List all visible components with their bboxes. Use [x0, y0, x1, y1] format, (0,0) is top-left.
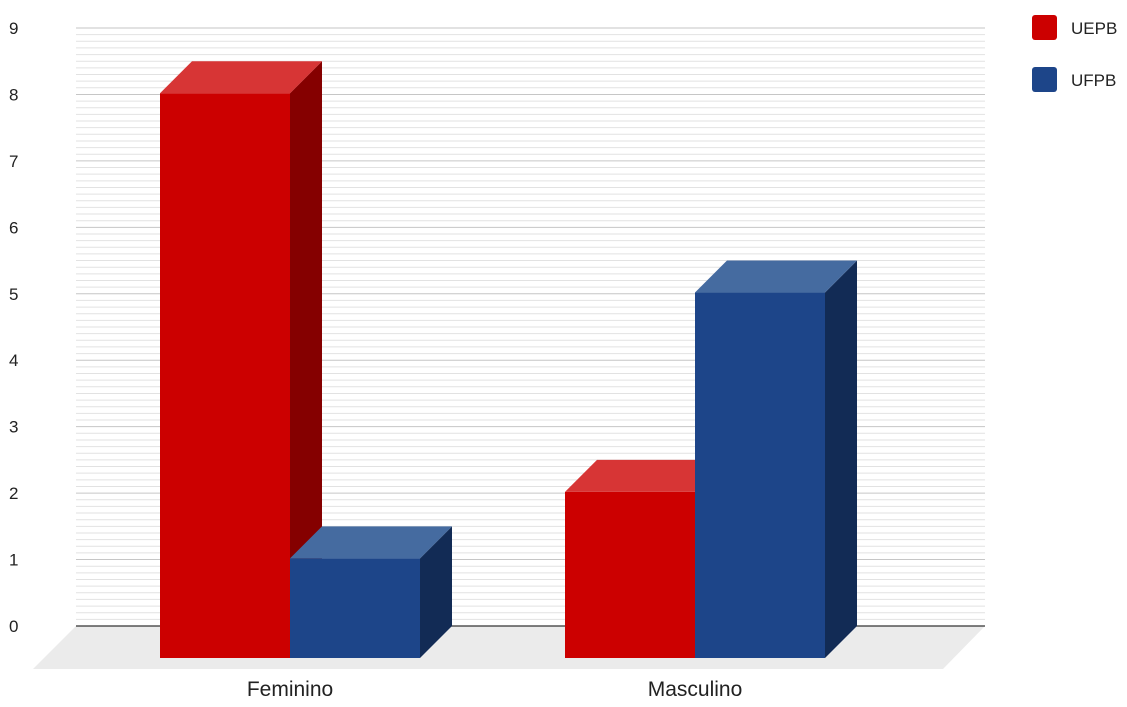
y-tick-label: 8	[9, 85, 18, 104]
bar-front-face	[160, 93, 290, 658]
y-tick-label: 2	[9, 484, 18, 503]
legend[interactable]: UEPB UFPB	[1032, 15, 1117, 92]
y-tick-label: 3	[9, 418, 18, 437]
bar-top-face	[695, 260, 857, 293]
bar-side-face	[825, 260, 857, 658]
y-axis-tick-labels: 0 1 2 3 4 5 6 7 8 9	[9, 19, 18, 636]
bar-uepb-feminino	[160, 61, 322, 658]
bar-front-face	[565, 491, 695, 658]
bar-front-face	[290, 558, 420, 658]
legend-item-uepb[interactable]: UEPB	[1032, 15, 1117, 40]
y-tick-label: 5	[9, 285, 18, 304]
bar-top-face	[160, 61, 322, 94]
legend-swatch	[1032, 15, 1057, 40]
legend-swatch	[1032, 67, 1057, 92]
x-axis-category-labels: Feminino Masculino	[247, 678, 742, 701]
bar-ufpb-masculino	[695, 260, 857, 658]
bar-side-face	[290, 61, 322, 658]
bar-top-face	[565, 459, 727, 492]
y-tick-label: 0	[9, 617, 18, 636]
legend-label: UEPB	[1071, 19, 1117, 38]
legend-label: UFPB	[1071, 71, 1116, 90]
legend-item-ufpb[interactable]: UFPB	[1032, 67, 1116, 92]
y-tick-label: 1	[9, 551, 18, 570]
y-tick-label: 4	[9, 351, 18, 370]
bar-top-face	[290, 526, 452, 559]
y-tick-label: 6	[9, 218, 18, 237]
x-category-label: Masculino	[648, 678, 743, 701]
y-tick-label: 9	[9, 19, 18, 38]
x-category-label: Feminino	[247, 678, 333, 701]
bar-front-face	[695, 292, 825, 658]
bars	[160, 61, 857, 658]
bar-ufpb-feminino	[290, 526, 452, 658]
y-tick-label: 7	[9, 152, 18, 171]
bar-side-face	[420, 526, 452, 658]
